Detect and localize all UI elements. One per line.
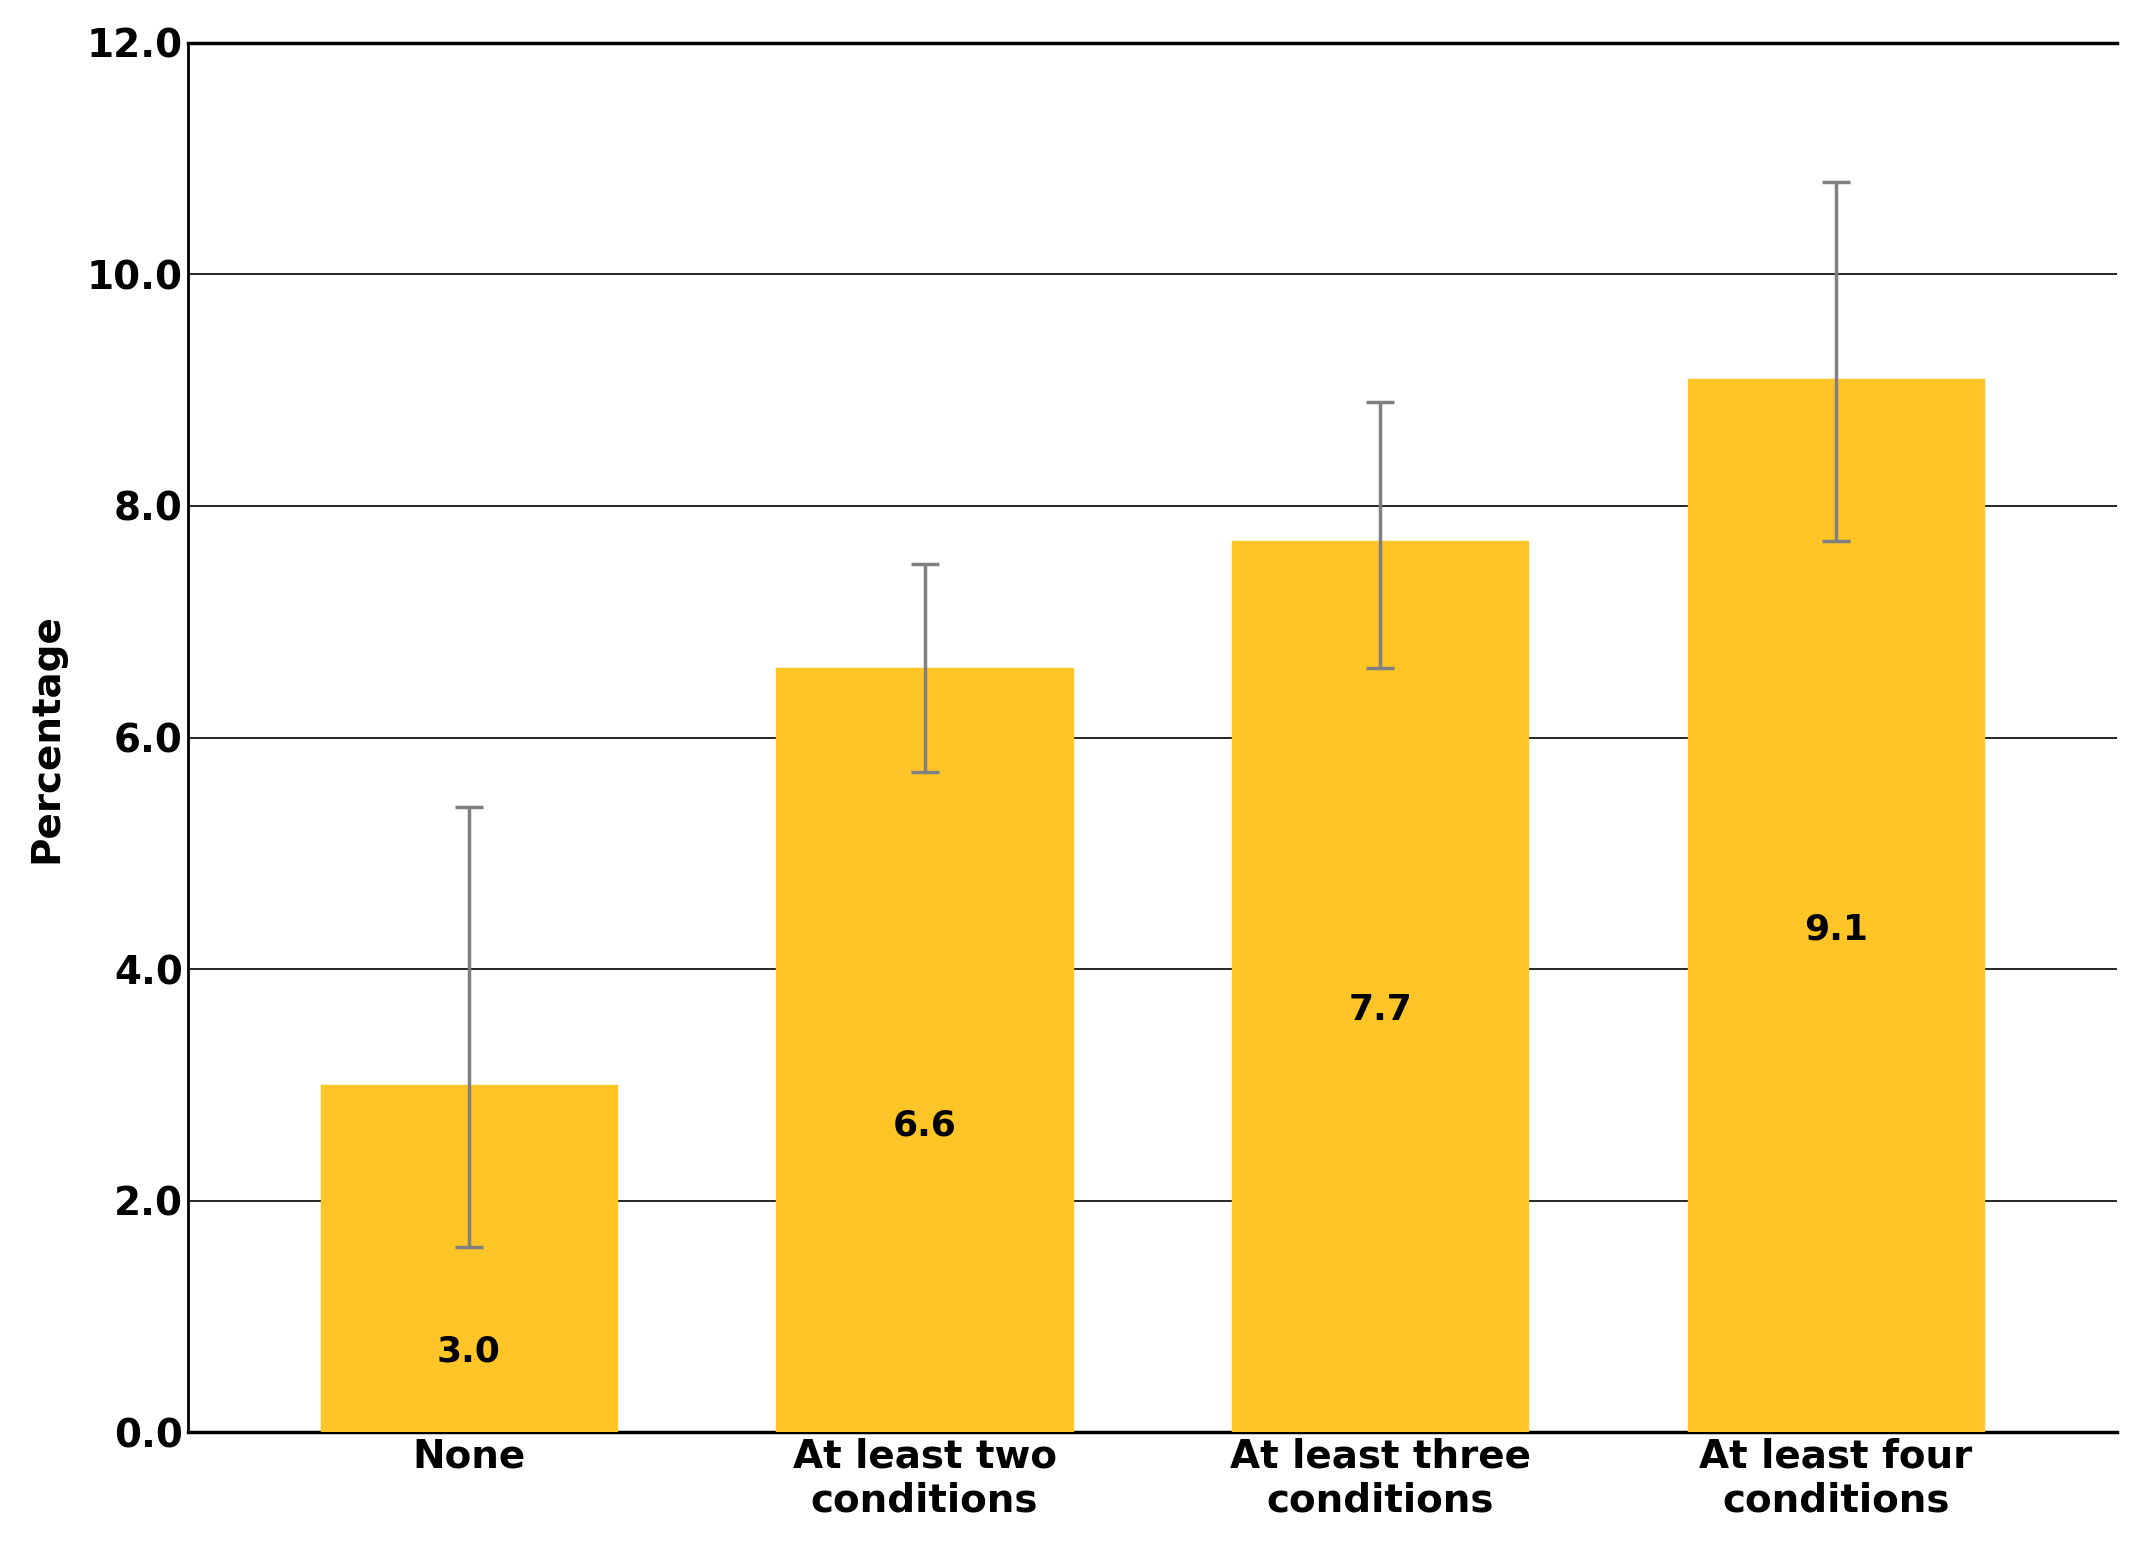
Y-axis label: Percentage: Percentage — [28, 613, 66, 863]
Bar — [1231, 541, 1529, 1433]
Bar — [776, 668, 1072, 1433]
Bar — [320, 1084, 618, 1433]
Text: 9.1: 9.1 — [1804, 913, 1868, 947]
Text: 3.0: 3.0 — [438, 1335, 500, 1369]
Bar — [1688, 379, 1984, 1433]
Text: 7.7: 7.7 — [1349, 993, 1411, 1027]
Text: 6.6: 6.6 — [892, 1109, 957, 1143]
